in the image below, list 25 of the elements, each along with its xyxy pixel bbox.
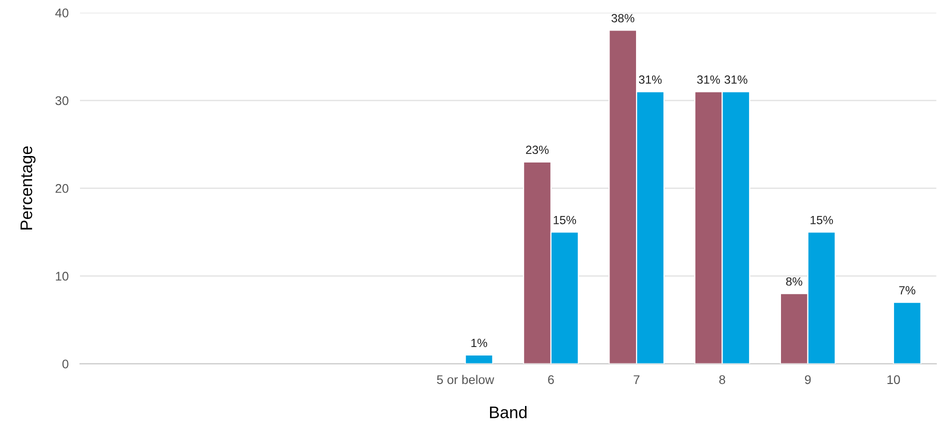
- y-tick-label: 10: [56, 272, 68, 281]
- data-label: 1%: [471, 338, 488, 348]
- x-tick-label: 6: [548, 375, 554, 384]
- x-axis-title: Band: [490, 406, 527, 418]
- x-tick-label: 8: [719, 375, 726, 384]
- y-tick-label: 40: [55, 8, 68, 18]
- x-tick-label: 7: [634, 375, 640, 384]
- data-label: 31%: [697, 75, 720, 84]
- data-label: 7%: [899, 286, 916, 294]
- data-label: 23%: [526, 146, 549, 154]
- data-label: 15%: [810, 216, 833, 224]
- data-label: 15%: [554, 216, 576, 224]
- y-tick-label: 20: [56, 184, 68, 193]
- x-tick-label: 9: [804, 375, 811, 384]
- bar: [464, 354, 494, 364]
- data-label: 38%: [612, 14, 634, 22]
- bar: [892, 302, 922, 364]
- data-label: 31%: [638, 75, 662, 84]
- x-tick-label: 5 or below: [436, 374, 494, 384]
- y-tick-label: 0: [62, 360, 68, 368]
- y-axis-title: Percentage: [20, 146, 36, 230]
- x-tick-label: 10: [887, 375, 900, 384]
- data-label: 31%: [724, 75, 748, 84]
- y-tick-label: 30: [55, 96, 68, 106]
- data-label: 8%: [786, 277, 802, 286]
